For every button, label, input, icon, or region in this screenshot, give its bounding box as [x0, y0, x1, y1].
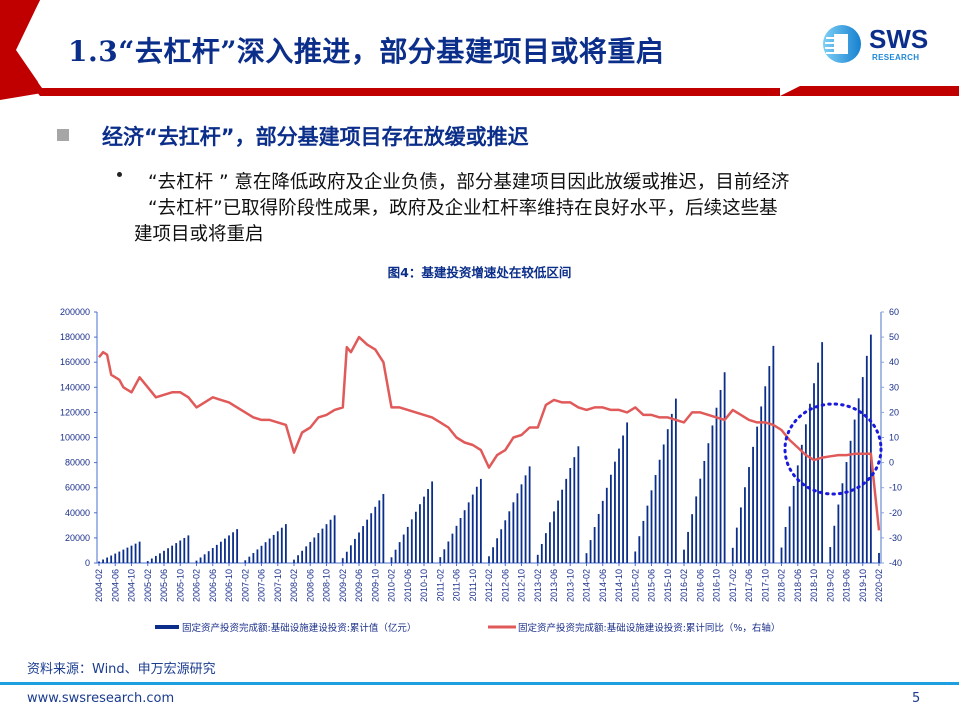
svg-text:50: 50	[889, 332, 899, 342]
svg-text:2005-02: 2005-02	[143, 569, 153, 602]
svg-text:60: 60	[889, 307, 899, 317]
svg-text:2006-06: 2006-06	[208, 569, 218, 602]
svg-text:2004-10: 2004-10	[127, 569, 137, 602]
svg-text:2014-06: 2014-06	[598, 569, 608, 602]
svg-text:2008-02: 2008-02	[289, 569, 299, 602]
svg-text:2005-06: 2005-06	[159, 569, 169, 602]
svg-text:2019-10: 2019-10	[858, 569, 868, 602]
svg-text:2015-10: 2015-10	[663, 569, 673, 602]
svg-text:2004-02: 2004-02	[94, 569, 104, 602]
svg-text:200000: 200000	[60, 307, 90, 317]
svg-text:40000: 40000	[65, 508, 90, 518]
svg-text:2010-10: 2010-10	[419, 569, 429, 602]
svg-text:2014-02: 2014-02	[582, 569, 592, 602]
figure-title: 图4：基建投资增速处在较低区间	[387, 265, 572, 280]
svg-text:2012-10: 2012-10	[517, 569, 527, 602]
svg-text:2019-02: 2019-02	[825, 569, 835, 602]
page-title: 1.3“去杠杆”深入推进，部分基建项目或将重启	[68, 35, 665, 68]
svg-text:2008-10: 2008-10	[322, 569, 332, 602]
svg-text:-30: -30	[889, 533, 902, 543]
svg-text:2011-10: 2011-10	[468, 569, 478, 601]
svg-text:10: 10	[889, 433, 899, 443]
svg-text:2005-10: 2005-10	[175, 569, 185, 602]
section-bullet-square-icon	[57, 129, 69, 141]
svg-text:2013-06: 2013-06	[549, 569, 559, 602]
svg-text:2012-06: 2012-06	[500, 569, 510, 602]
svg-text:2011-06: 2011-06	[452, 569, 462, 601]
svg-text:100000: 100000	[60, 433, 90, 443]
bullet-line-2: “去杠杆”已取得阶段性成果，政府及企业杠杆率维持在良好水平，后续这些基	[148, 198, 778, 219]
svg-text:2017-02: 2017-02	[728, 569, 738, 602]
svg-text:2007-10: 2007-10	[273, 569, 283, 602]
svg-text:180000: 180000	[60, 332, 90, 342]
svg-text:160000: 160000	[60, 357, 90, 367]
svg-text:2007-06: 2007-06	[257, 569, 267, 602]
svg-text:2006-02: 2006-02	[192, 569, 202, 602]
bullet-line-1: “去杠杆 ” 意在降低政府及企业负债，部分基建项目因此放缓或推迟，目前经济	[148, 172, 790, 193]
svg-text:2016-10: 2016-10	[712, 569, 722, 602]
bullet-dot-icon	[117, 172, 122, 177]
svg-text:2015-06: 2015-06	[647, 569, 657, 602]
source-note: 资料来源：Wind、申万宏源研究	[27, 662, 216, 677]
section-heading: 经济“去扛杆”，部分基建项目存在放缓或推迟	[102, 125, 529, 149]
x-axis-labels: 2004-02 2004-06 2004-10 2005-02 2005-06 2005-…	[94, 563, 884, 602]
svg-text:2009-02: 2009-02	[338, 569, 348, 602]
bullet-paragraph: “去杠杆 ” 意在降低政府及企业负债，部分基建项目因此放缓或推迟，目前经济 “去…	[134, 170, 918, 248]
svg-text:20000: 20000	[65, 533, 90, 543]
legend-bar-label: 固定资产投资完成额:基础设施建设投资:累计值（亿元）	[182, 622, 416, 634]
svg-text:2013-02: 2013-02	[533, 569, 543, 602]
svg-text:20: 20	[889, 407, 899, 417]
svg-text:30: 30	[889, 382, 899, 392]
logo-text: SWS	[869, 24, 929, 54]
svg-text:2017-06: 2017-06	[744, 569, 754, 602]
legend-bar-swatch	[155, 625, 179, 629]
footer-url-link[interactable]: www.swsresearch.com	[27, 691, 175, 706]
svg-text:2010-02: 2010-02	[387, 569, 397, 602]
bullet-line-3: 建项目或将重启	[134, 224, 264, 245]
svg-text:120000: 120000	[60, 407, 90, 417]
svg-text:60000: 60000	[65, 483, 90, 493]
svg-text:2013-10: 2013-10	[565, 569, 575, 602]
svg-text:-40: -40	[889, 558, 902, 568]
svg-text:2019-06: 2019-06	[842, 569, 852, 602]
highlight-circle	[783, 402, 883, 496]
infrastructure-investment-chart: 0 20000 40000 60000 80000 100000 120000 140000 1…	[60, 307, 902, 634]
svg-text:40: 40	[889, 357, 899, 367]
svg-text:80000: 80000	[65, 458, 90, 468]
header-banner	[0, 0, 959, 100]
svg-text:2018-06: 2018-06	[793, 569, 803, 602]
svg-text:2009-06: 2009-06	[354, 569, 364, 602]
right-y-axis: -40 -30 -20 -10 0 10 20 30 40 50 60	[880, 307, 902, 568]
svg-text:2009-10: 2009-10	[370, 569, 380, 602]
svg-text:2018-10: 2018-10	[809, 569, 819, 602]
bar-series	[98, 334, 880, 563]
svg-text:2017-10: 2017-10	[760, 569, 770, 602]
svg-text:2007-02: 2007-02	[240, 569, 250, 602]
svg-text:-10: -10	[889, 483, 902, 493]
legend-line-swatch	[488, 625, 516, 629]
svg-text:0: 0	[85, 558, 90, 568]
svg-text:2012-02: 2012-02	[484, 569, 494, 602]
svg-text:2020-02: 2020-02	[874, 569, 884, 602]
svg-text:2006-10: 2006-10	[224, 569, 234, 602]
sws-logo-icon	[823, 25, 861, 63]
svg-text:0: 0	[889, 458, 894, 468]
svg-text:2018-02: 2018-02	[777, 569, 787, 602]
svg-text:-20: -20	[889, 508, 902, 518]
legend: 固定资产投资完成额:基础设施建设投资:累计值（亿元） 固定资产投资完成额:基础设…	[155, 622, 780, 634]
footer-divider	[0, 682, 959, 685]
page-number: 5	[912, 691, 921, 706]
svg-text:140000: 140000	[60, 382, 90, 392]
svg-text:2014-10: 2014-10	[614, 569, 624, 602]
svg-text:2016-06: 2016-06	[695, 569, 705, 602]
legend-line-label: 固定资产投资完成额:基础设施建设投资:累计同比（%，右轴）	[518, 622, 780, 634]
logo-subtitle: RESEARCH	[872, 53, 920, 62]
svg-text:2008-06: 2008-06	[305, 569, 315, 602]
svg-text:2011-02: 2011-02	[435, 569, 445, 601]
svg-text:2010-06: 2010-06	[403, 569, 413, 602]
svg-text:2016-02: 2016-02	[679, 569, 689, 602]
line-series	[98, 335, 881, 531]
svg-text:2004-06: 2004-06	[110, 569, 120, 602]
svg-text:2015-02: 2015-02	[630, 569, 640, 602]
